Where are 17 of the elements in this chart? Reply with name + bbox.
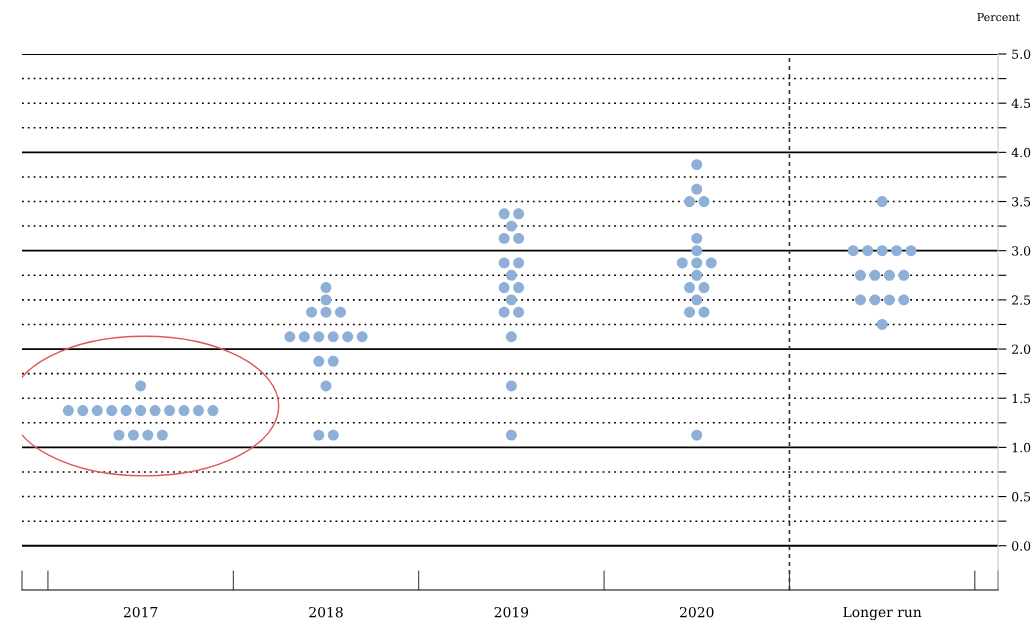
y-tick-label: 3.5: [1012, 196, 1031, 207]
x-tick-label: Longer run: [843, 606, 922, 621]
y-tick-label: 5.0: [1012, 49, 1031, 59]
y-tick-label: 3.0: [1012, 246, 1031, 256]
y-tick-label: 4.0: [1011, 147, 1031, 158]
y-tick-label: 0.5: [1012, 492, 1031, 502]
y-tick-label: 2.5: [1012, 295, 1031, 305]
x-tick-label: 2018: [309, 606, 343, 618]
y-axis-title: Percent: [977, 12, 1020, 22]
y-tick-label: 4.5: [1011, 98, 1031, 109]
x-tick-label: 2017: [123, 606, 158, 618]
y-tick-label: 1.5: [1012, 393, 1031, 404]
y-tick-label: 2.0: [1012, 344, 1031, 354]
x-tick-label: 2020: [680, 606, 714, 618]
y-tick-label: 1.0: [1012, 442, 1031, 453]
x-tick-label: 2019: [494, 606, 529, 618]
y-tick-label: 0.0: [1012, 541, 1031, 551]
